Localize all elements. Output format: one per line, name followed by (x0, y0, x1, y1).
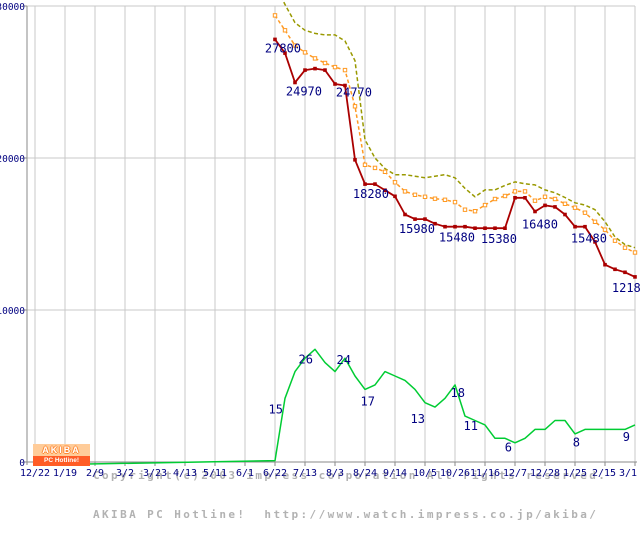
svg-text:3/23: 3/23 (143, 468, 167, 479)
svg-text:3/2: 3/2 (116, 468, 134, 479)
svg-text:12/22: 12/22 (20, 468, 50, 479)
akiba-pc-hotline-logo: AKIBA PC Hotline! (33, 444, 90, 466)
series-highest-price-line (281, 0, 636, 249)
svg-text:10/5: 10/5 (413, 468, 437, 479)
x-axis-labels: 12/22 1/19 2/9 3/2 3/23 4/13 5/11 6/1 6/22 7/13 8/… (20, 468, 637, 479)
svg-text:18280: 18280 (353, 187, 389, 201)
svg-text:27800: 27800 (265, 41, 301, 55)
svg-text:10/26: 10/26 (440, 468, 470, 479)
svg-text:9: 9 (623, 430, 630, 444)
svg-text:2/9: 2/9 (86, 468, 104, 479)
chart-page: Copyright(c)2003 impress corporation All… (0, 0, 640, 521)
pc-hotline-logo-text: PC Hotline! (33, 456, 90, 466)
svg-text:16480: 16480 (522, 218, 558, 232)
svg-text:15380: 15380 (481, 232, 517, 246)
svg-text:2/15: 2/15 (592, 468, 616, 479)
series-shop-count-line (34, 348, 636, 466)
svg-text:15480: 15480 (439, 231, 475, 245)
svg-text:4/13: 4/13 (173, 468, 197, 479)
svg-text:6/1: 6/1 (236, 468, 254, 479)
price-trend-chart: 30000 20000 10000 012/221/19 2/9 3/2 3/23 4/13 5… (0, 0, 640, 479)
svg-text:11: 11 (464, 419, 478, 433)
svg-text:1/19: 1/19 (53, 468, 77, 479)
svg-text:18: 18 (451, 386, 465, 400)
svg-text:11/16: 11/16 (470, 468, 500, 479)
svg-text:20000: 20000 (0, 154, 25, 165)
svg-text:15: 15 (269, 402, 283, 416)
svg-text:6: 6 (505, 440, 512, 454)
copyright-line2: AKIBA PC Hotline! http://www.watch.impre… (93, 508, 599, 521)
svg-text:8/24: 8/24 (353, 468, 377, 479)
svg-text:15980: 15980 (399, 222, 435, 236)
svg-text:24: 24 (337, 353, 351, 367)
svg-text:26: 26 (299, 352, 313, 366)
svg-text:6/22: 6/22 (263, 468, 287, 479)
svg-text:7/13: 7/13 (293, 468, 317, 479)
svg-text:24770: 24770 (336, 86, 372, 100)
svg-text:8/3: 8/3 (326, 468, 344, 479)
svg-text:3/1: 3/1 (619, 468, 637, 479)
svg-text:12/28: 12/28 (530, 468, 560, 479)
svg-text:17: 17 (361, 394, 375, 408)
svg-text:15480: 15480 (571, 232, 607, 246)
gridlines (27, 5, 636, 462)
svg-text:30000: 30000 (0, 2, 25, 13)
svg-text:1/25: 1/25 (563, 468, 587, 479)
value-labels: 27800 24970 24770 18280 15980 15480 15380 16480… (265, 41, 640, 454)
svg-text:9/14: 9/14 (383, 468, 407, 479)
svg-text:10000: 10000 (0, 306, 25, 317)
svg-text:13: 13 (411, 412, 425, 426)
svg-text:0: 0 (19, 458, 25, 469)
svg-text:12/7: 12/7 (503, 468, 527, 479)
copyright-line1: Copyright(c)2003 impress corporation All… (93, 469, 608, 482)
series-average-price-line (272, 13, 638, 255)
svg-text:5/11: 5/11 (203, 468, 227, 479)
akiba-logo-text: AKIBA (33, 444, 90, 456)
svg-text:24970: 24970 (286, 85, 322, 99)
series-lowest-price-line (273, 37, 637, 279)
svg-text:12180: 12180 (612, 281, 640, 295)
y-axis-labels: 30000 20000 10000 0 (0, 2, 25, 469)
svg-text:8: 8 (573, 435, 580, 449)
